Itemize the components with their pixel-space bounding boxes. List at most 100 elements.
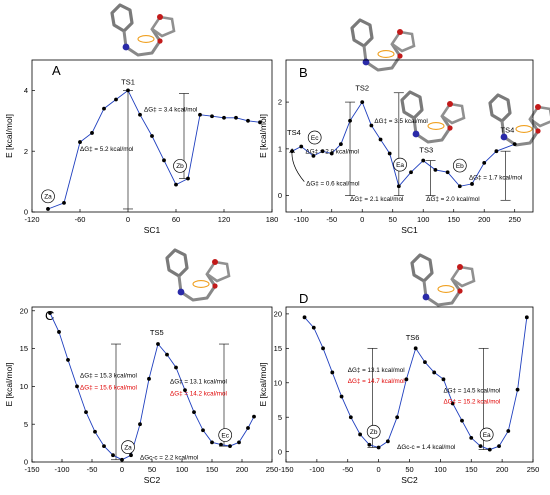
x-tick-label: 200 (496, 465, 509, 474)
data-point (210, 440, 214, 445)
data-point (46, 207, 50, 211)
data-point (75, 384, 79, 389)
data-point (320, 149, 325, 154)
data-point (497, 444, 501, 449)
oxygen-atom (212, 283, 218, 289)
plot-frame (31, 59, 273, 213)
oxygen-atom (157, 38, 163, 44)
transition-state-label: TS4 (287, 128, 301, 137)
data-point (150, 134, 154, 138)
data-point (201, 428, 205, 433)
state-circle (452, 158, 467, 173)
nitrogen-atom (422, 293, 430, 301)
x-tick-label: -100 (294, 215, 309, 224)
molecule-ring (400, 90, 424, 120)
data-point (360, 100, 365, 104)
data-point (138, 422, 142, 427)
energy-annotation: ΔG‡ = 14.2 kcal/mol (170, 390, 227, 397)
y-tick-label: 10 (20, 382, 28, 391)
data-point (494, 149, 499, 154)
panel-label: D (299, 291, 308, 306)
data-point (441, 377, 446, 382)
state-label: Zb (370, 429, 378, 436)
state-label: Ea (396, 162, 404, 169)
data-point (162, 158, 166, 163)
y-axis-title: E [kcal/mol] (4, 114, 14, 158)
data-point (470, 182, 474, 186)
data-point (321, 346, 325, 351)
data-point (338, 142, 343, 147)
oxygen-atom (447, 101, 453, 107)
y-tick-label: 2 (278, 98, 282, 107)
y-tick-label: 20 (274, 309, 282, 318)
data-point (432, 370, 437, 375)
x-tick-label: -150 (24, 465, 39, 474)
data-point (512, 142, 517, 147)
energy-annotation: ΔG‡ = 2.1 kcal/mol (350, 196, 403, 203)
data-point (378, 137, 383, 142)
data-point (433, 168, 438, 172)
data-point (478, 444, 483, 449)
data-point (66, 358, 70, 362)
state-label: Eb (456, 163, 464, 170)
data-point (421, 158, 426, 163)
x-tick-label: 100 (417, 215, 430, 224)
data-point (147, 376, 151, 381)
oxygen-atom (535, 128, 541, 134)
data-point (84, 410, 88, 414)
x-tick-label: 0 (377, 465, 381, 474)
data-point (198, 112, 202, 117)
data-point (111, 453, 115, 458)
data-point (450, 401, 455, 406)
x-tick-label: 50 (389, 215, 397, 224)
oxygen-atom (447, 125, 453, 131)
rotation-arrow-icon (427, 122, 445, 130)
molecule-image (350, 18, 416, 72)
x-tick-label: 180 (266, 215, 279, 224)
data-point (222, 115, 226, 120)
y-tick-label: 0 (278, 191, 282, 200)
x-axis-title: SC1 (401, 225, 418, 235)
data-point (339, 394, 344, 399)
panel-C: C-150 -100 -50 0 50 100 150 200 25005101520SC2E … (4, 248, 278, 485)
y-tick-label: 5 (278, 413, 282, 422)
molecule-image (488, 93, 550, 147)
state-circle (479, 427, 494, 442)
oxygen-atom (535, 104, 541, 110)
data-point (120, 457, 124, 462)
x-tick-label: 100 (434, 465, 447, 474)
transition-state-label: TS4 (501, 125, 515, 134)
energy-annotation: ΔG‡ = 2.8 kcal/mol (306, 149, 359, 156)
data-point (165, 352, 169, 357)
data-point (506, 429, 511, 433)
state-label: Ec (221, 432, 229, 439)
energy-annotation: ΔGc-c = 2.2 kcal/mol (140, 455, 198, 462)
x-tick-label: -60 (75, 215, 86, 224)
data-point (237, 440, 241, 445)
oxygen-atom (212, 259, 218, 265)
arrow-head-icon (289, 148, 295, 154)
y-tick-label: 2 (24, 147, 28, 156)
data-point (348, 415, 353, 420)
x-tick-label: 50 (405, 465, 413, 474)
oxygen-atom (457, 264, 463, 270)
molecule-ring (488, 93, 512, 123)
data-point (369, 123, 374, 128)
x-tick-label: 100 (176, 465, 189, 474)
state-circle (173, 159, 187, 173)
data-point (348, 118, 352, 123)
transition-state-label: TS2 (355, 83, 369, 92)
data-point (174, 182, 178, 187)
molecule-ring (110, 3, 134, 33)
energy-annotation: ΔG‡ = 14.5 kcal/mol (443, 387, 500, 394)
y-tick-label: 5 (24, 420, 28, 429)
data-point (358, 432, 362, 437)
x-tick-label: 250 (508, 215, 521, 224)
molecule-image (110, 3, 176, 57)
x-tick-label: 150 (447, 215, 460, 224)
energy-annotation: ΔG‡ = 2.0 kcal/mol (426, 196, 479, 203)
y-tick-label: 0 (24, 458, 28, 467)
data-point (404, 377, 409, 382)
energy-annotation: ΔG‡ = 15.6 kcal/mol (80, 384, 137, 391)
